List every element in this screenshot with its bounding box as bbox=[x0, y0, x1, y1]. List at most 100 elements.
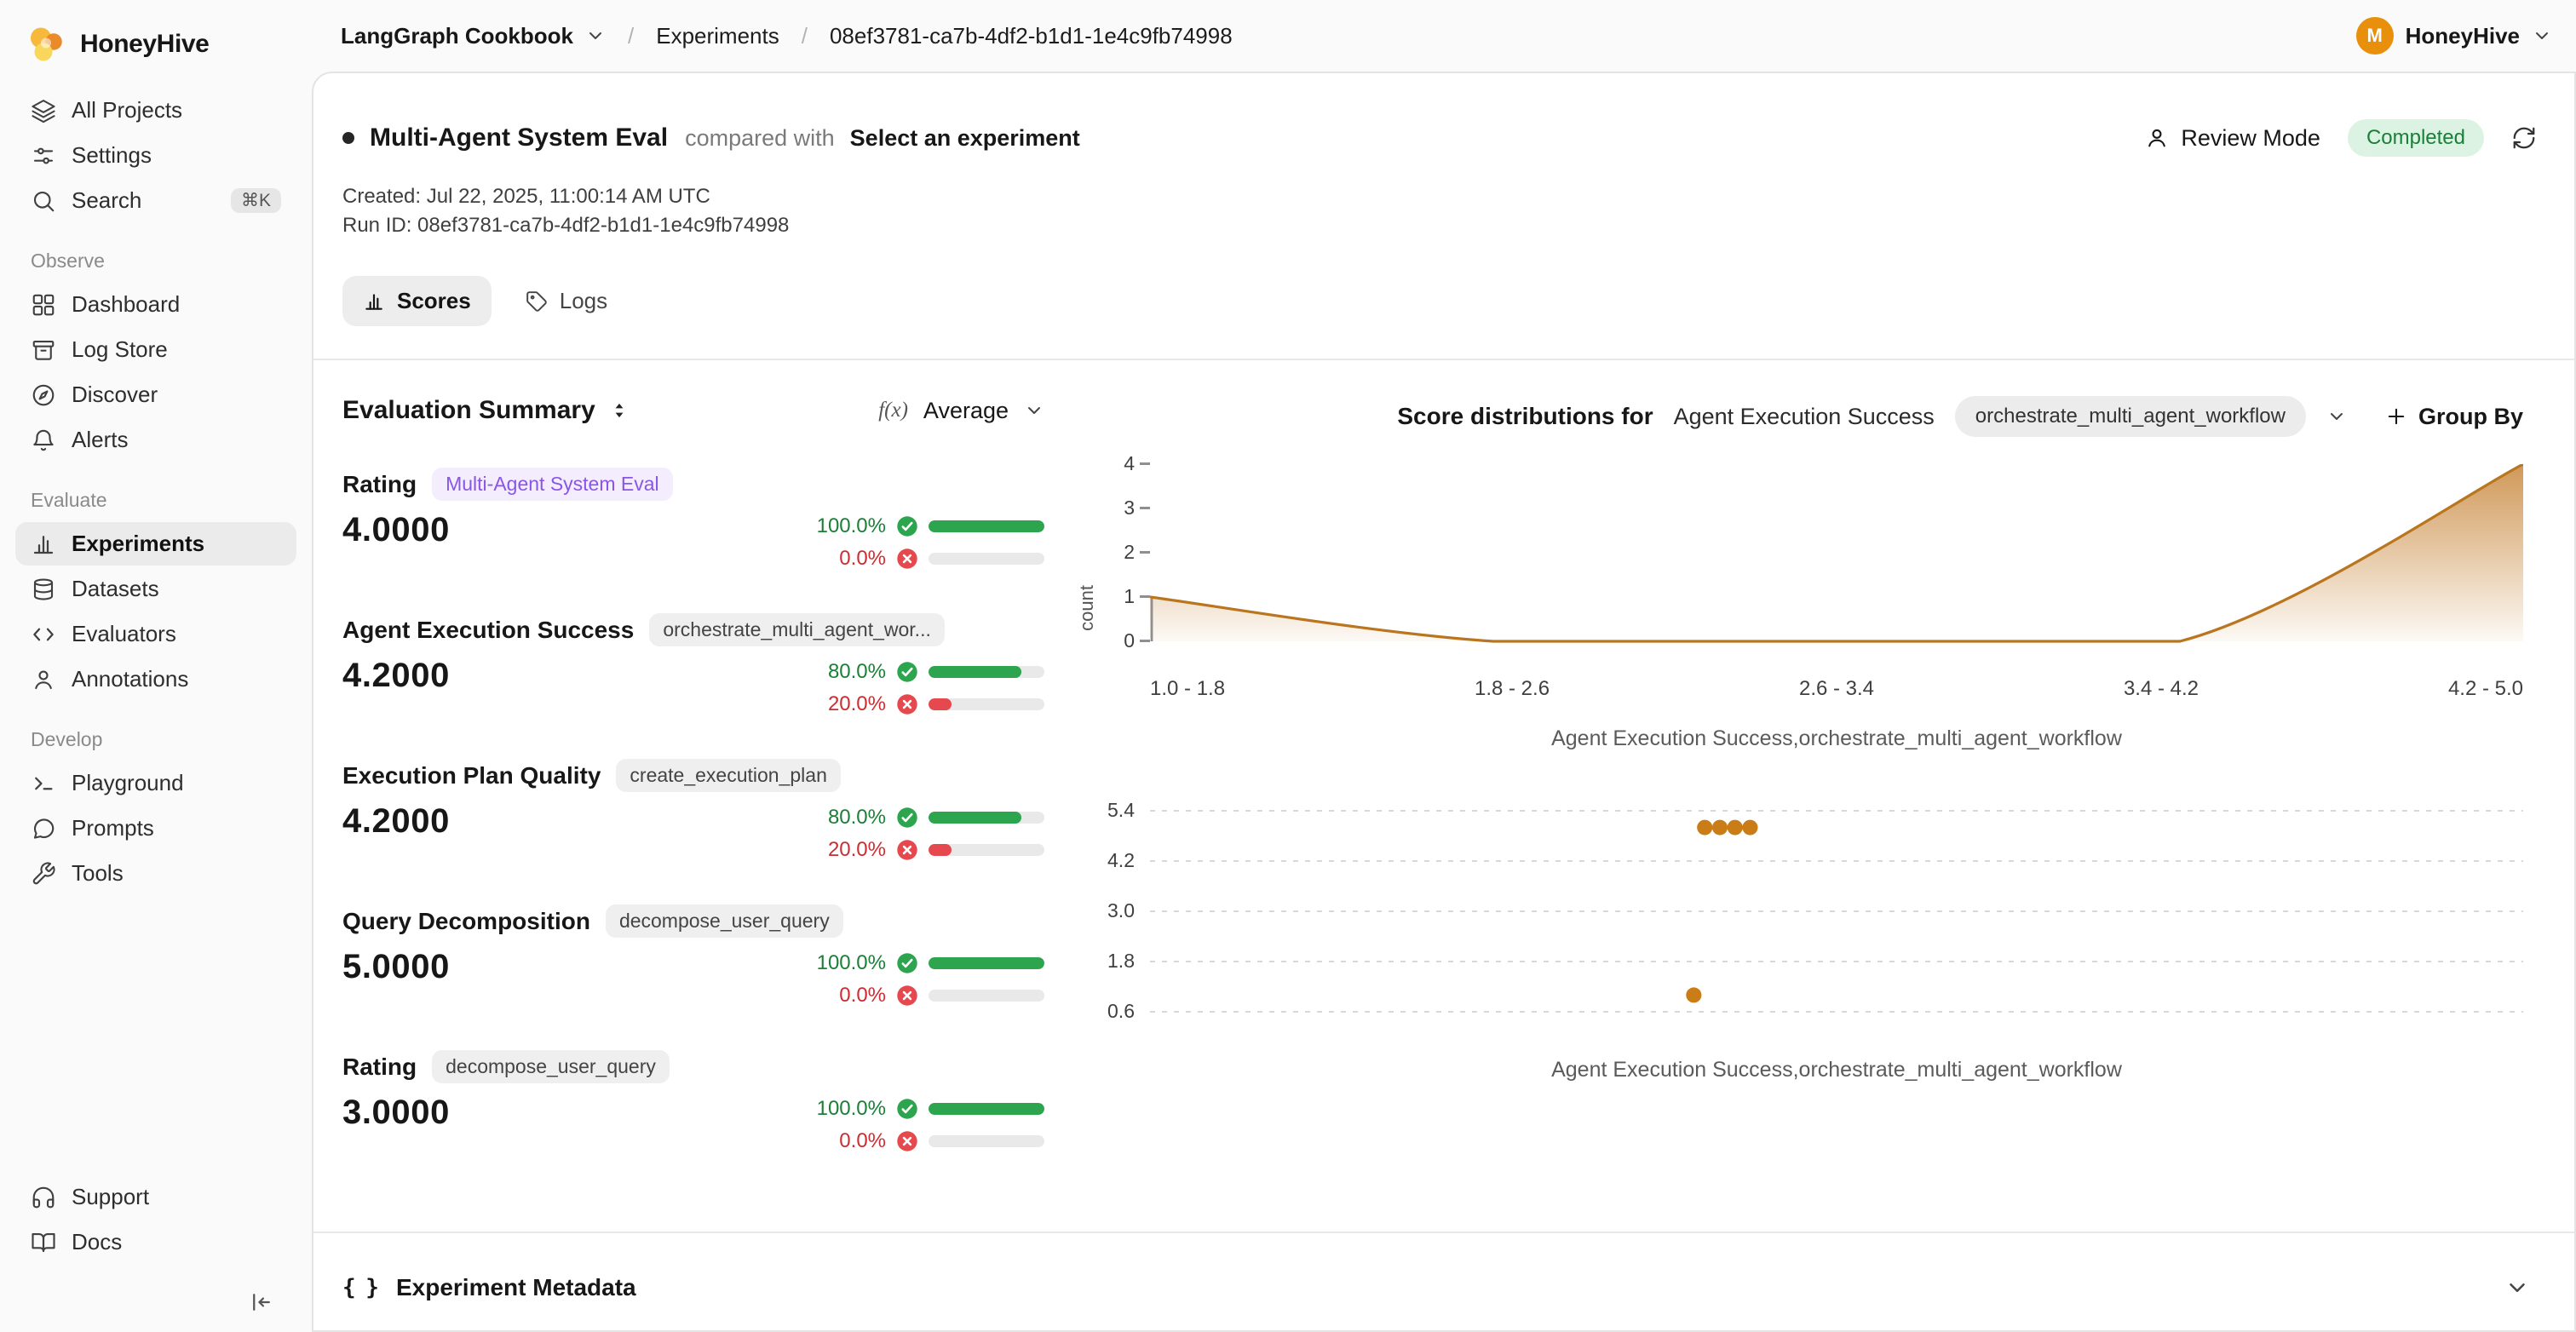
sidebar-item-docs[interactable]: Docs bbox=[15, 1220, 296, 1264]
metric-tag: create_execution_plan bbox=[616, 759, 841, 792]
sidebar: HoneyHive All Projects Settings Search ⌘… bbox=[0, 0, 312, 1332]
sidebar-section-evaluate: Evaluate bbox=[31, 489, 107, 511]
brand-logo[interactable]: HoneyHive bbox=[0, 17, 312, 89]
x-axis-labels: 1.0 - 1.8 1.8 - 2.6 2.6 - 3.4 3.4 - 4.2 4.2 … bbox=[1150, 677, 2523, 700]
check-circle-icon bbox=[897, 516, 917, 537]
sidebar-item-label: Annotations bbox=[72, 666, 189, 692]
sidebar-item-prompts[interactable]: Prompts bbox=[15, 807, 296, 850]
braces-icon: { } bbox=[342, 1275, 379, 1300]
collapse-sidebar-icon[interactable] bbox=[249, 1289, 274, 1315]
archive-icon bbox=[32, 340, 55, 360]
aggregation-dropdown[interactable]: f(x) Average bbox=[878, 398, 1044, 424]
book-icon bbox=[32, 1232, 55, 1252]
sidebar-item-datasets[interactable]: Datasets bbox=[15, 567, 296, 611]
sidebar-item-evaluators[interactable]: Evaluators bbox=[15, 612, 296, 656]
review-mode-label: Review Mode bbox=[2181, 124, 2320, 151]
pass-percentage: 80.0% bbox=[827, 806, 886, 829]
distribution-metric-tag[interactable]: orchestrate_multi_agent_workflow bbox=[1954, 396, 2306, 437]
chevron-down-icon bbox=[2536, 32, 2548, 39]
sidebar-item-tools[interactable]: Tools bbox=[15, 852, 296, 895]
evaluation-summary-section: Evaluation Summary f(x) Average Rating M… bbox=[342, 396, 1044, 1153]
metadata-title: Experiment Metadata bbox=[395, 1274, 636, 1300]
area-plot bbox=[1150, 464, 2523, 665]
experiment-metadata-toggle[interactable]: { } Experiment Metadata bbox=[313, 1233, 2574, 1330]
tag-icon bbox=[526, 290, 547, 312]
chart-caption: Agent Execution Success,orchestrate_mult… bbox=[1551, 1058, 2122, 1082]
tab-scores[interactable]: Scores bbox=[342, 276, 492, 326]
fail-percentage: 20.0% bbox=[827, 692, 886, 715]
distribution-scatter-chart: 5.4 4.2 3.0 1.8 0.6 Agent Execution Success,… bbox=[1075, 795, 2523, 1082]
chevron-down-icon bbox=[1028, 407, 1040, 414]
avatar: M bbox=[2355, 17, 2394, 55]
layers-icon bbox=[32, 99, 55, 123]
chevron-down-icon[interactable] bbox=[2504, 1275, 2530, 1300]
x-circle-icon bbox=[897, 1131, 917, 1151]
fail-percentage: 0.0% bbox=[839, 984, 886, 1007]
review-mode-button[interactable]: Review Mode bbox=[2145, 125, 2320, 152]
sidebar-item-label: Search bbox=[72, 187, 142, 213]
x-circle-icon bbox=[897, 985, 917, 1006]
chevron-down-icon[interactable] bbox=[2326, 406, 2347, 427]
sort-icon[interactable] bbox=[607, 399, 631, 422]
sidebar-item-all-projects[interactable]: All Projects bbox=[15, 89, 296, 132]
scatter-plot bbox=[1150, 795, 2523, 1024]
group-by-button[interactable]: Group By bbox=[2384, 404, 2523, 430]
user-icon bbox=[35, 669, 52, 689]
chevron-down-icon bbox=[589, 32, 601, 39]
tab-label: Logs bbox=[559, 288, 608, 313]
metric-tag: Multi-Agent System Eval bbox=[432, 468, 673, 501]
tab-bar: Scores Logs bbox=[342, 276, 2537, 326]
metric-name: Rating bbox=[342, 470, 417, 497]
metric-name: Execution Plan Quality bbox=[342, 761, 601, 789]
sidebar-section-develop: Develop bbox=[31, 728, 103, 750]
fail-percentage: 0.0% bbox=[839, 547, 886, 570]
sidebar-item-search[interactable]: Search ⌘K bbox=[15, 179, 296, 222]
check-circle-icon bbox=[897, 953, 917, 973]
pass-percentage: 100.0% bbox=[816, 1097, 886, 1120]
pass-percentage: 100.0% bbox=[816, 951, 886, 974]
select-experiment-button[interactable]: Select an experiment bbox=[849, 124, 1080, 151]
compared-with-label: compared with bbox=[685, 124, 835, 151]
fail-bar bbox=[929, 698, 1044, 710]
distribution-metric-name: Agent Execution Success bbox=[1673, 403, 1935, 429]
sidebar-item-label: Alerts bbox=[72, 427, 129, 452]
x-circle-icon bbox=[897, 694, 917, 715]
score-distributions-section: Score distributions for Agent Execution … bbox=[1075, 396, 2523, 1153]
y-axis-label: count bbox=[1076, 584, 1097, 631]
metric-block: Rating decompose_user_query 3.0000 100.0… bbox=[342, 1050, 1044, 1153]
sidebar-item-settings[interactable]: Settings bbox=[15, 134, 296, 177]
pass-bar bbox=[929, 1103, 1044, 1115]
breadcrumb-project-dropdown[interactable]: LangGraph Cookbook bbox=[341, 23, 606, 49]
created-timestamp: Created: Jul 22, 2025, 11:00:14 AM UTC bbox=[342, 185, 710, 208]
sidebar-item-alerts[interactable]: Alerts bbox=[15, 418, 296, 462]
sliders-icon bbox=[33, 147, 54, 164]
bell-icon bbox=[33, 429, 54, 451]
sidebar-item-playground[interactable]: Playground bbox=[15, 761, 296, 805]
terminal-icon bbox=[35, 777, 53, 789]
breadcrumb-experiments[interactable]: Experiments bbox=[656, 22, 779, 49]
metric-tag: orchestrate_multi_agent_wor... bbox=[649, 613, 945, 646]
run-status-dot bbox=[342, 132, 354, 144]
refresh-icon[interactable] bbox=[2511, 125, 2537, 151]
metric-value: 4.2000 bbox=[342, 657, 450, 694]
user-menu[interactable]: M HoneyHive bbox=[2355, 17, 2552, 55]
metric-block: Execution Plan Quality create_execution_… bbox=[342, 759, 1044, 862]
sidebar-item-log-store[interactable]: Log Store bbox=[15, 328, 296, 371]
sidebar-item-dashboard[interactable]: Dashboard bbox=[15, 283, 296, 326]
breadcrumb-project: LangGraph Cookbook bbox=[341, 22, 573, 49]
sidebar-item-experiments[interactable]: Experiments bbox=[15, 522, 296, 566]
user-name: HoneyHive bbox=[2405, 22, 2520, 49]
metric-value: 5.0000 bbox=[342, 948, 450, 985]
tab-logs[interactable]: Logs bbox=[505, 276, 628, 326]
sidebar-item-annotations[interactable]: Annotations bbox=[15, 657, 296, 701]
person-icon bbox=[2148, 129, 2166, 147]
pass-bar bbox=[929, 666, 1044, 678]
code-icon bbox=[33, 628, 54, 640]
check-circle-icon bbox=[897, 1099, 917, 1119]
metric-block: Agent Execution Success orchestrate_mult… bbox=[342, 613, 1044, 716]
sidebar-item-discover[interactable]: Discover bbox=[15, 373, 296, 416]
sidebar-item-support[interactable]: Support bbox=[15, 1175, 296, 1219]
divider bbox=[313, 359, 2574, 360]
metric-name: Rating bbox=[342, 1053, 417, 1080]
